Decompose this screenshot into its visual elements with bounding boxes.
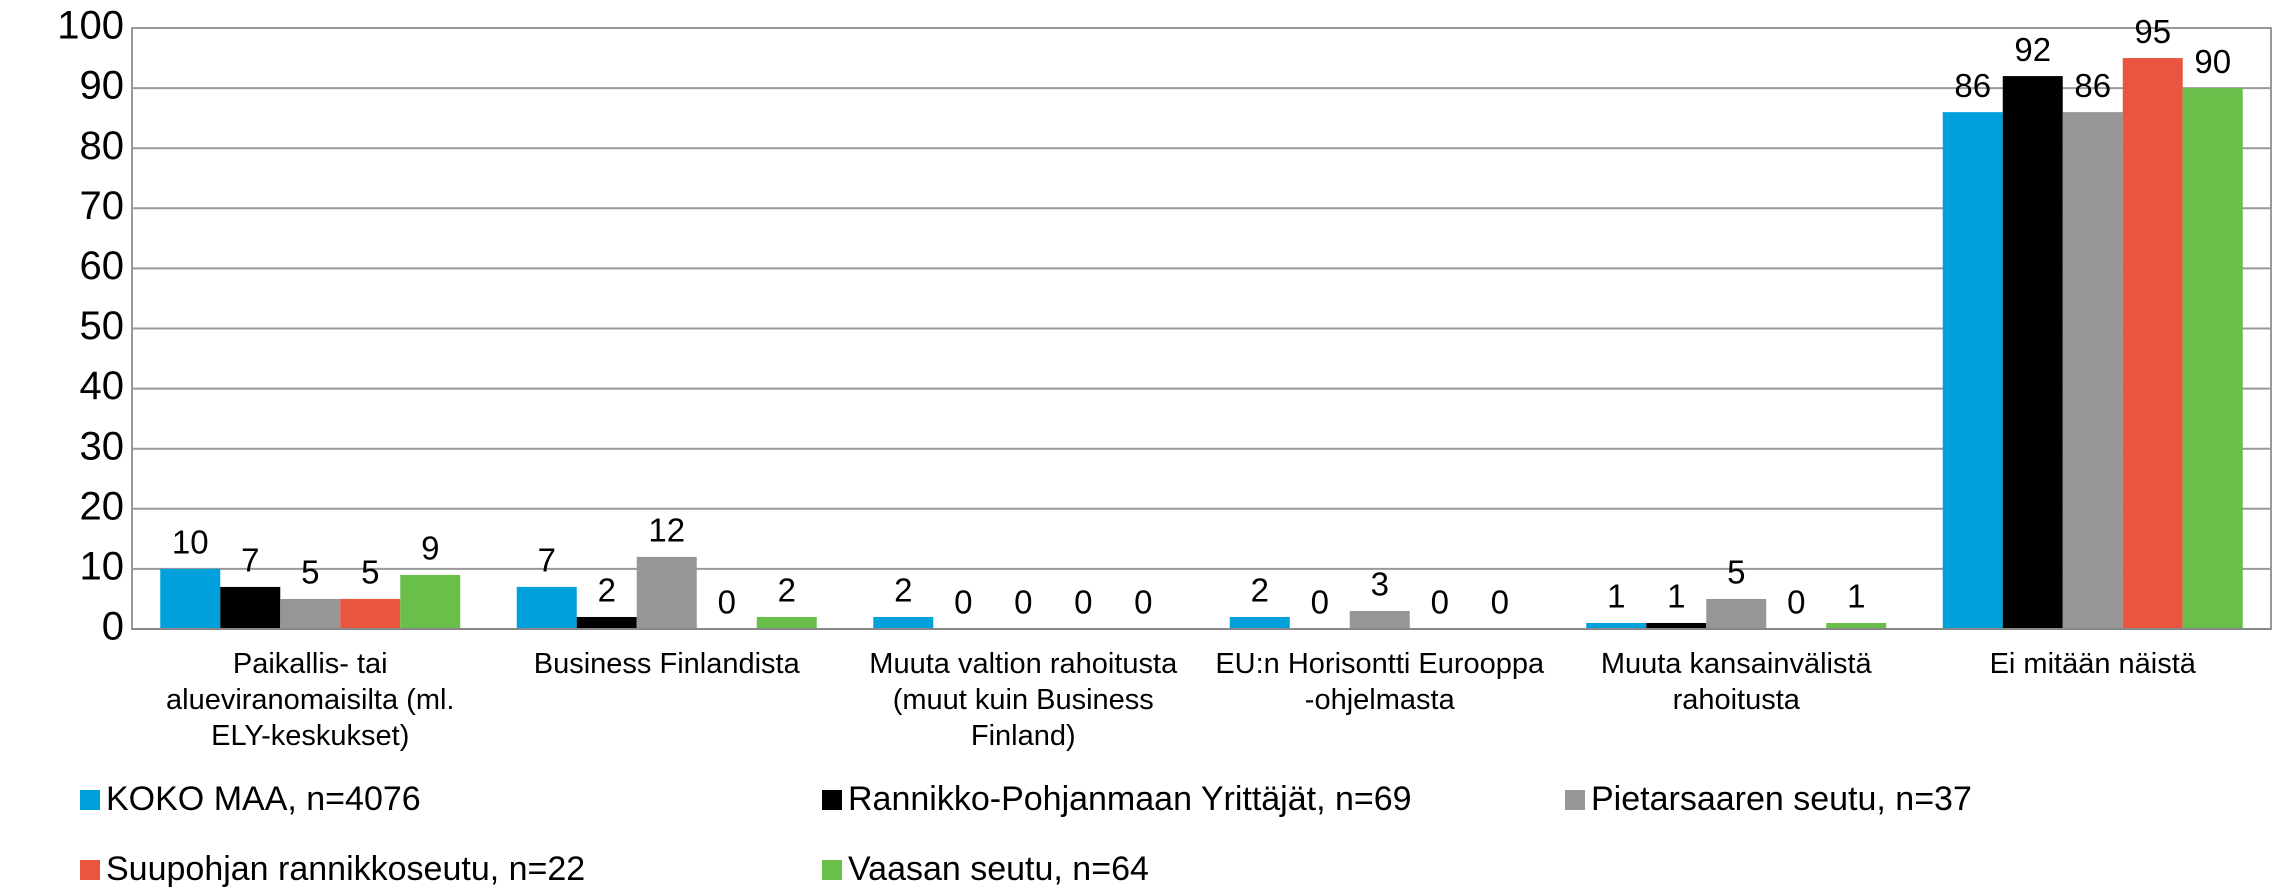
legend-label: Vaasan seutu, n=64 [848,850,1149,888]
data-label: 1 [1847,578,1865,615]
data-label: 86 [2074,67,2111,104]
data-label: 1 [1667,578,1685,615]
data-label: 9 [421,530,439,567]
legend-item: Suupohjan rannikkoseutu, n=22 [80,850,585,889]
y-tick-label: 70 [80,184,125,228]
legend-label: Suupohjan rannikkoseutu, n=22 [106,850,586,888]
data-label: 0 [1134,584,1152,621]
bar [1646,622,1707,629]
data-label: 95 [2134,13,2171,50]
bar [400,574,461,629]
x-tick-label: Ei mitään näistä [1989,648,2196,680]
data-label: 0 [954,584,972,621]
y-tick-label: 80 [80,124,125,168]
data-label: 2 [894,572,912,609]
x-tick-label: EU:n Horisontti Eurooppa -ohjelmasta [1215,648,1545,716]
y-tick-label: 60 [80,244,125,288]
data-label: 2 [778,572,796,609]
data-label: 0 [1014,584,1032,621]
legend-swatch [822,859,842,880]
legend-item: Pietarsaaren seutu, n=37 [1565,780,1972,819]
bar [873,616,934,629]
data-label: 0 [1431,584,1449,621]
data-label: 0 [1491,584,1509,621]
bar [1349,610,1410,629]
y-tick-label: 0 [102,605,124,649]
y-tick-label: 20 [80,484,125,528]
data-label: 12 [648,512,685,549]
data-label: 3 [1371,566,1389,603]
data-label: 1 [1607,578,1625,615]
data-label: 7 [241,542,259,579]
bar [1826,622,1887,629]
legend-item: Vaasan seutu, n=64 [822,850,1149,889]
bar [1229,616,1290,629]
data-label: 0 [1787,584,1805,621]
data-label: 10 [172,524,209,561]
legend-swatch [80,859,100,880]
bar [160,568,221,629]
data-label: 0 [1074,584,1092,621]
x-tick-label: Business Finlandista [533,648,800,680]
y-tick-label: 100 [57,4,124,48]
bar [1706,598,1767,629]
bar [1942,112,2003,629]
data-label: 0 [1311,584,1329,621]
bar [2182,88,2243,630]
data-label: 5 [361,554,379,591]
data-label: 92 [2014,31,2051,68]
bar [1586,622,1647,629]
bar [516,586,577,629]
y-tick-label: 40 [80,364,125,408]
legend-swatch [822,789,842,810]
bar [2002,76,2063,629]
data-label: 0 [718,584,736,621]
data-label: 86 [1954,67,1991,104]
bar [756,616,817,629]
bar [280,598,341,629]
data-label: 7 [538,542,556,579]
bar [340,598,401,629]
y-tick-label: 50 [80,304,125,348]
x-tick-label: Muuta kansainvälistä rahoitusta [1600,648,1872,716]
legend-swatch [1565,789,1585,810]
data-label: 2 [1251,572,1269,609]
data-label: 2 [598,572,616,609]
y-tick-label: 30 [80,424,125,468]
x-tick-label: Muuta valtion rahoitusta (muut kuin Busi… [869,648,1178,752]
legend-swatch [80,789,100,810]
bar [636,556,697,629]
bar [220,586,281,629]
data-label: 5 [301,554,319,591]
y-tick-label: 10 [80,544,125,588]
y-tick-label: 90 [80,64,125,108]
x-tick-label: Paikallis- tai alueviranomaisilta (ml. E… [166,648,455,752]
legend-label: KOKO MAA, n=4076 [106,780,421,818]
legend-label: Pietarsaaren seutu, n=37 [1591,780,1972,818]
legend-label: Rannikko-Pohjanmaan Yrittäjät, n=69 [848,780,1412,818]
data-label: 90 [2194,43,2231,80]
data-label: 5 [1727,554,1745,591]
bar [2062,112,2123,629]
bar [2122,58,2183,630]
legend-item: KOKO MAA, n=4076 [80,780,421,819]
bar [576,616,637,629]
legend-item: Rannikko-Pohjanmaan Yrittäjät, n=69 [822,780,1412,819]
